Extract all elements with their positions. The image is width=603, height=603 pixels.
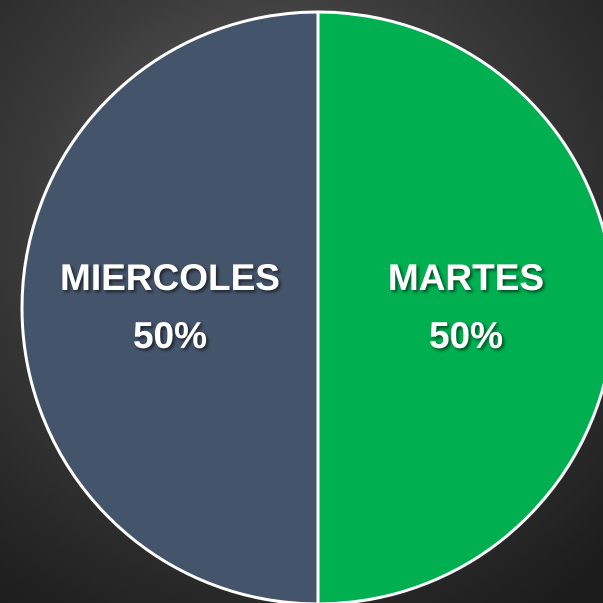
slice-category-label: MIERCOLES [60, 257, 280, 298]
page: MARTES50%MIERCOLES50% (() => { const dat… [0, 0, 603, 603]
pie [22, 12, 603, 603]
slice-value-label: 50% [429, 315, 503, 356]
chart: MARTES 50% MIERCOLES 50% [0, 0, 603, 603]
slice-value-label: 50% [133, 315, 207, 356]
slice-category-label: MARTES [388, 257, 544, 298]
